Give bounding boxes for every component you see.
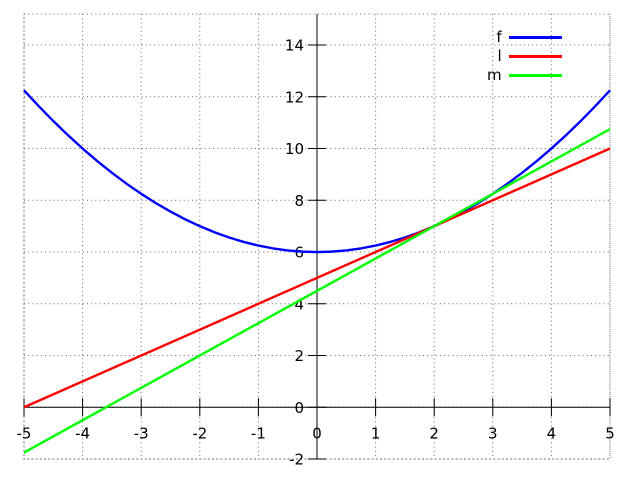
y-tick-label: 4 xyxy=(294,295,304,313)
x-tick-label: 3 xyxy=(488,424,498,442)
legend-line-m xyxy=(508,74,562,78)
y-tick-label: -2 xyxy=(289,451,304,469)
x-tick-label: 5 xyxy=(605,424,615,442)
legend-label-f: f xyxy=(496,28,502,47)
legend-row-f: f xyxy=(487,28,562,47)
x-tick-label: -5 xyxy=(17,424,32,442)
y-tick-label: 8 xyxy=(294,192,304,210)
series-l-line xyxy=(23,147,611,409)
x-tick-label: 1 xyxy=(371,424,381,442)
legend-line-l xyxy=(508,55,562,59)
legend-label-m: m xyxy=(487,66,502,85)
y-tick-label: 12 xyxy=(285,88,304,106)
x-tick-label: -2 xyxy=(192,424,207,442)
legend-label-l: l xyxy=(497,47,502,66)
x-tick-label: -3 xyxy=(134,424,149,442)
legend-row-l: l xyxy=(487,47,562,66)
x-tick-label: -4 xyxy=(75,424,90,442)
x-tick-label: 0 xyxy=(312,424,322,442)
legend-line-f xyxy=(508,36,562,40)
series-m-line xyxy=(23,128,611,454)
series-f-line xyxy=(23,89,611,254)
y-tick-label: 14 xyxy=(285,37,304,55)
y-tick-label: 10 xyxy=(285,140,304,158)
x-tick-label: -1 xyxy=(251,424,266,442)
y-tick-label: 2 xyxy=(294,347,304,365)
x-tick-label: 2 xyxy=(429,424,439,442)
legend-row-m: m xyxy=(487,66,562,85)
y-tick-label: 0 xyxy=(294,399,304,417)
x-tick-label: 4 xyxy=(547,424,557,442)
